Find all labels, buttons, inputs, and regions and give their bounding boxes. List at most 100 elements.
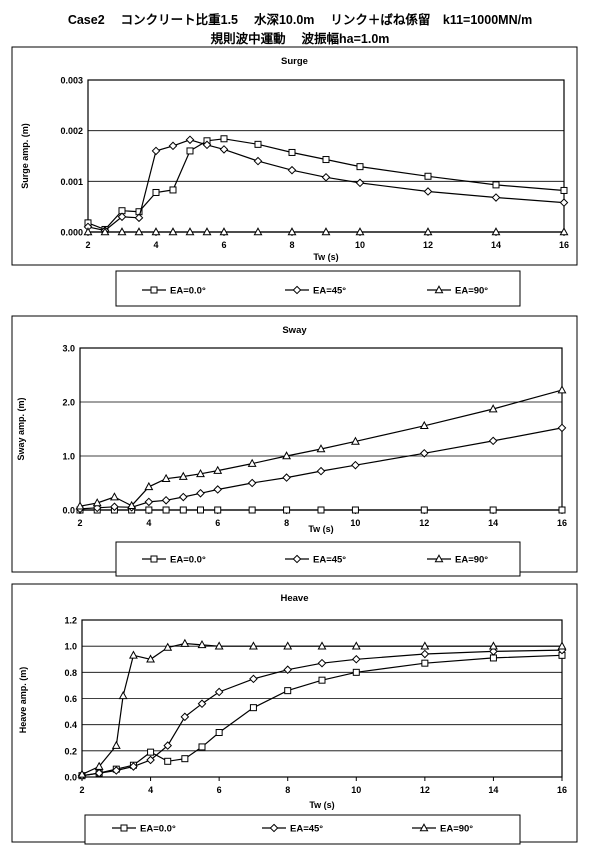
heave-legend-label-1: EA=0.0° [140, 824, 176, 835]
sway-legend-box [115, 541, 521, 577]
sway-legend-label-1: EA=0.0° [170, 555, 206, 566]
sway-data-point-1 [317, 506, 325, 514]
heave-data-point-1 [198, 743, 206, 751]
surge-y-tick-label: 0.001 [60, 177, 83, 187]
sway-data-point-1 [179, 506, 187, 514]
surge-data-point-2 [219, 145, 229, 154]
sway-data-point-3 [213, 465, 223, 474]
header-line-1: Case2 コンクリート比重1.5 水深10.0m リンク＋ばね係留 k11=1… [67, 13, 533, 27]
heave-legend-marker-3 [419, 823, 429, 832]
heave-y-axis-label: Heave amp. (m) [18, 667, 28, 734]
heave-data-point-2 [180, 712, 190, 722]
sway-data-point-2 [316, 466, 326, 476]
heave-x-tick-label: 10 [351, 785, 361, 795]
heave-data-point-2 [129, 762, 138, 771]
sway-data-point-1 [420, 506, 428, 514]
heave-data-point-3 [197, 640, 207, 649]
sway-legend-label-2: EA=45° [313, 555, 346, 566]
heave-data-point-2 [163, 741, 173, 750]
heave-series-line-2 [81, 649, 563, 777]
heave-x-tick-label: 4 [148, 785, 153, 795]
sway-data-point-1 [283, 506, 291, 514]
heave-y-tick-label: 0.0 [64, 773, 77, 783]
heave-data-point-3 [317, 641, 327, 650]
surge-data-point-3 [219, 227, 229, 236]
sway-data-point-2 [213, 485, 223, 494]
heave-plot-area [81, 619, 563, 778]
surge-data-point-2 [134, 213, 144, 223]
sway-data-point-1 [248, 506, 256, 514]
surge-data-point-2 [559, 198, 569, 207]
sway-data-point-2 [178, 492, 188, 502]
surge-data-point-3 [202, 227, 212, 236]
surge-legend-marker-2 [292, 285, 302, 295]
heave-data-point-3 [283, 641, 293, 650]
surge-data-point-1 [152, 188, 160, 196]
surge-data-point-2 [253, 156, 263, 166]
sway-legend-marker-3 [434, 554, 444, 563]
surge-x-tick-label: 2 [85, 240, 90, 250]
heave-data-point-3 [420, 641, 430, 650]
heave-data-point-3 [77, 769, 87, 778]
surge-y-tick-label: 0.000 [60, 228, 83, 238]
surge-y-tick-label: 0.002 [60, 126, 83, 136]
heave-panel-frame [11, 583, 578, 843]
sway-x-tick-label: 10 [350, 518, 360, 528]
heave-data-point-1 [181, 755, 189, 763]
heave-x-tick-label: 12 [420, 785, 430, 795]
heave-series-line-1 [81, 654, 563, 777]
sway-data-point-2 [282, 473, 291, 482]
sway-x-tick-label: 2 [77, 518, 82, 528]
surge-data-point-2 [355, 178, 365, 188]
surge-x-axis-label: Tw (s) [313, 252, 338, 262]
heave-data-point-3 [488, 641, 498, 650]
surge-data-point-3 [423, 227, 433, 236]
surge-data-point-1 [288, 148, 296, 156]
surge-data-point-2 [321, 172, 331, 182]
heave-x-tick-label: 8 [285, 785, 290, 795]
surge-data-point-2 [423, 187, 433, 196]
sway-data-point-2 [351, 460, 360, 470]
surge-data-point-3 [134, 227, 144, 236]
heave-x-axis-label: Tw (s) [309, 800, 334, 810]
sway-x-tick-label: 14 [488, 518, 498, 528]
sway-data-point-1 [489, 506, 497, 514]
sway-data-point-3 [161, 473, 171, 482]
surge-series-line-2 [87, 139, 565, 232]
sway-data-point-3 [247, 458, 257, 467]
heave-legend-label-3: EA=90° [440, 824, 473, 835]
heave-data-point-2 [317, 658, 327, 668]
sway-x-tick-label: 16 [557, 518, 567, 528]
sway-data-point-3 [127, 500, 137, 509]
sway-data-point-2 [488, 436, 498, 446]
sway-data-point-3 [75, 501, 85, 510]
surge-data-point-3 [117, 227, 127, 236]
heave-data-point-1 [164, 757, 172, 765]
surge-data-point-3 [151, 227, 161, 236]
sway-x-tick-label: 12 [419, 518, 429, 528]
sway-data-point-2 [196, 488, 205, 498]
surge-x-tick-label: 10 [355, 240, 365, 250]
heave-legend-marker-1 [120, 824, 128, 832]
surge-data-point-1 [169, 186, 177, 194]
surge-legend-marker-3 [434, 285, 444, 294]
surge-data-point-1 [356, 163, 364, 171]
surge-data-point-1 [254, 140, 262, 148]
surge-x-tick-label: 12 [423, 240, 433, 250]
surge-data-point-3 [321, 227, 331, 236]
heave-x-tick-label: 2 [79, 785, 84, 795]
heave-legend-label-2: EA=45° [290, 824, 323, 835]
heave-data-point-2 [351, 654, 361, 664]
surge-data-point-3 [185, 227, 195, 236]
sway-y-axis-label: Sway amp. (m) [16, 397, 26, 460]
surge-plot-area [87, 79, 565, 233]
sway-data-point-2 [247, 478, 257, 488]
surge-x-tick-label: 16 [559, 240, 569, 250]
sway-data-point-1 [558, 506, 566, 514]
heave-data-point-2 [489, 647, 498, 656]
heave-data-point-2 [146, 755, 155, 765]
sway-data-point-2 [92, 503, 102, 513]
sway-data-point-3 [488, 404, 498, 413]
